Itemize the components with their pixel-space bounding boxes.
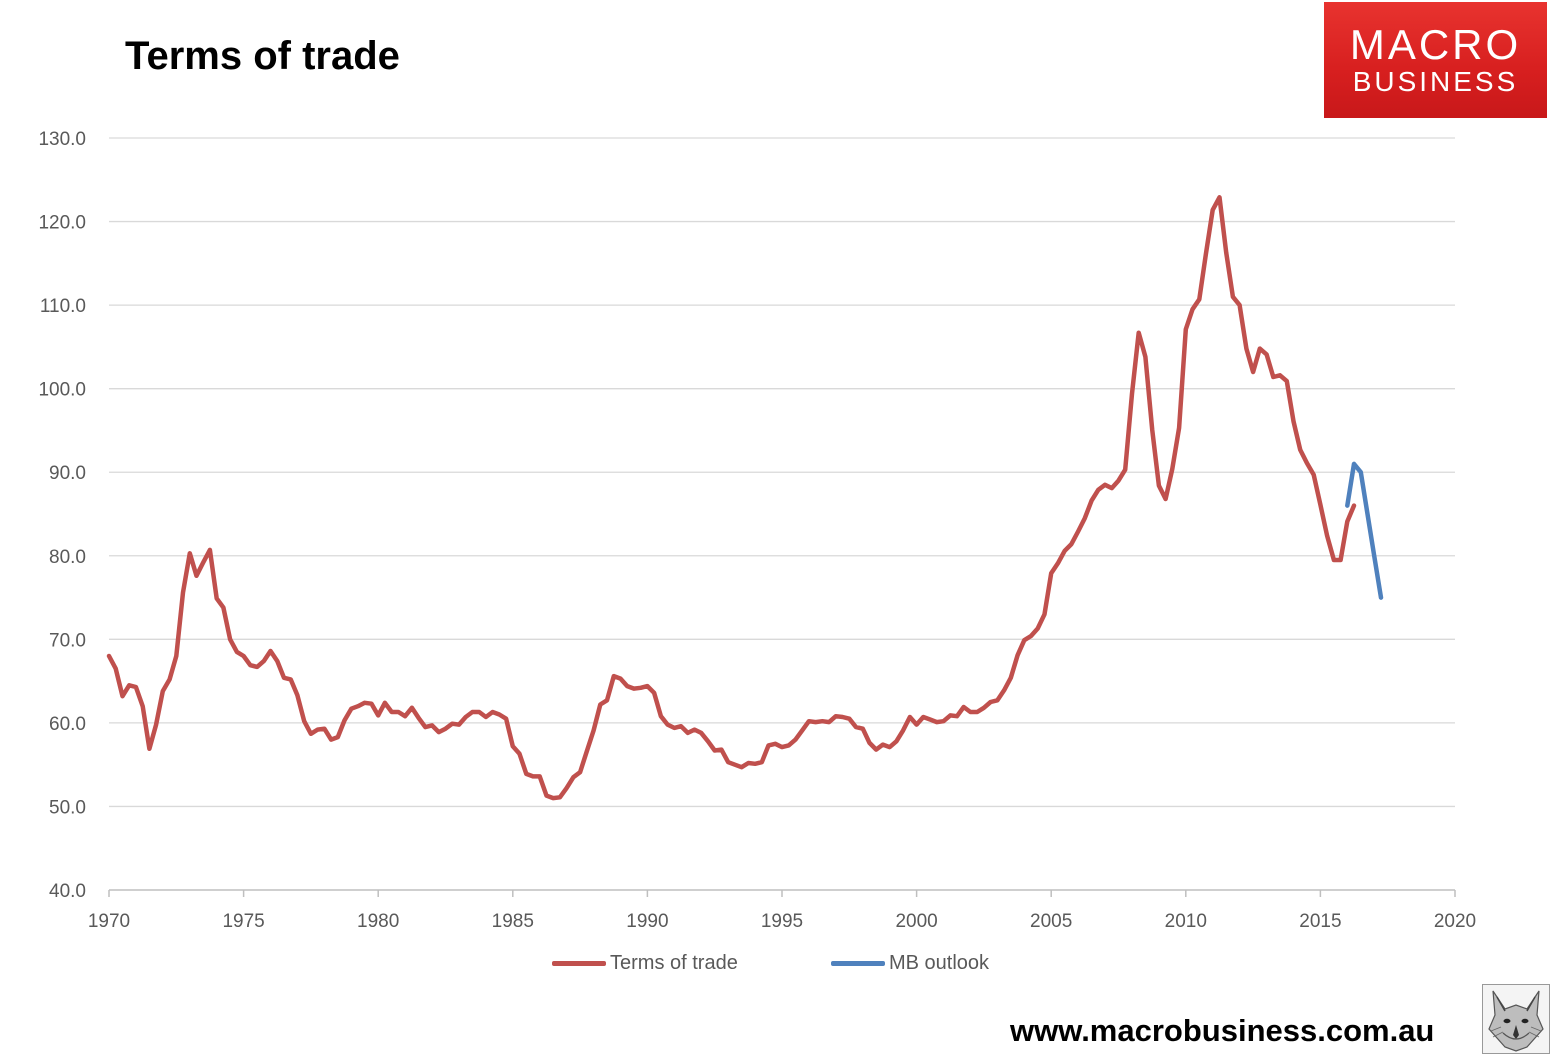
legend-swatch-mb-outlook (831, 961, 885, 966)
footer-website-url: www.macrobusiness.com.au (1010, 1013, 1435, 1048)
y-tick-label: 100.0 (38, 380, 86, 401)
y-tick-label: 70.0 (49, 630, 86, 651)
x-tick-label: 1995 (761, 911, 803, 932)
logo-line-1: MACRO (1349, 21, 1522, 68)
x-tick-label: 2020 (1434, 911, 1476, 932)
legend-label-terms-of-trade: Terms of trade (610, 952, 738, 974)
gridlines (109, 137, 1455, 808)
series-line-terms-of-trade (106, 195, 1357, 801)
legend-item-terms-of-trade: Terms of trade (552, 952, 738, 975)
chart-title: Terms of trade (125, 34, 400, 78)
fox-mascot-logo (1482, 984, 1550, 1054)
series-line-mb-outlook (1345, 461, 1384, 600)
y-tick-label: 130.0 (38, 129, 86, 150)
legend-swatch-terms-of-trade (552, 961, 606, 966)
x-tick-label: 2005 (1030, 911, 1072, 932)
x-tick-label: 1985 (492, 911, 534, 932)
x-axis-ticks: 1970 1975 1980 1985 1990 1995 2000 2005 2010 2015… (88, 890, 1476, 932)
line-chart: 40.0 50.0 60.0 70.0 80.0 90.0 100.0 110.0 120.0 1… (38, 129, 1476, 932)
macrobusiness-logo: MACRO BUSINESS (1324, 2, 1547, 118)
y-tick-label: 50.0 (49, 797, 86, 818)
legend-label-mb-outlook: MB outlook (889, 952, 990, 974)
fox-icon (1488, 990, 1544, 1052)
x-tick-label: 1980 (357, 911, 399, 932)
x-tick-label: 2010 (1165, 911, 1207, 932)
legend-item-mb-outlook: MB outlook (831, 952, 989, 975)
x-tick-label: 2000 (895, 911, 937, 932)
y-tick-label: 60.0 (49, 714, 86, 735)
y-tick-label: 40.0 (49, 881, 86, 902)
x-tick-label: 2015 (1299, 911, 1341, 932)
series-lines (106, 195, 1384, 801)
x-tick-label: 1975 (222, 911, 264, 932)
y-tick-label: 110.0 (40, 296, 86, 317)
x-tick-label: 1970 (88, 911, 130, 932)
y-tick-label: 120.0 (38, 213, 86, 234)
y-axis-ticks: 40.0 50.0 60.0 70.0 80.0 90.0 100.0 110.0 120.0 1… (38, 129, 86, 902)
logo-line-2: BUSINESS (1352, 66, 1519, 97)
x-tick-label: 1990 (626, 911, 668, 932)
y-tick-label: 90.0 (49, 463, 86, 484)
y-tick-label: 80.0 (49, 547, 86, 568)
